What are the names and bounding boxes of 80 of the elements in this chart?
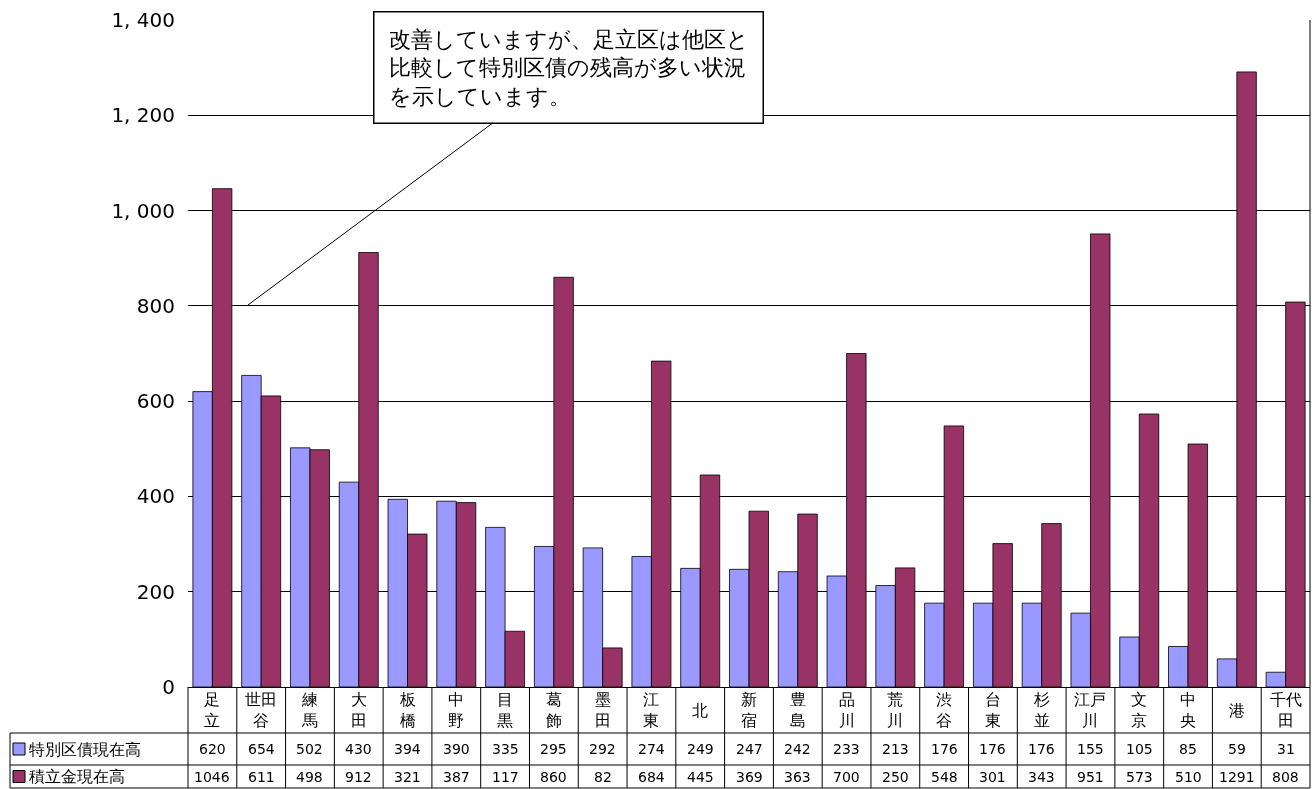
y-tick-label: 200 (136, 579, 175, 604)
data-label: 335 (492, 741, 519, 757)
y-tick-label: 1, 000 (111, 198, 175, 223)
data-label: 274 (638, 741, 665, 757)
data-label: 82 (594, 769, 612, 785)
x-tick-label: 品川 (839, 690, 855, 730)
data-label: 808 (1272, 769, 1299, 785)
data-label: 31 (1277, 741, 1295, 757)
x-tick-label: 世田谷 (245, 690, 277, 730)
data-label: 445 (687, 769, 714, 785)
data-label: 363 (784, 769, 811, 785)
data-label: 295 (540, 741, 567, 757)
x-tick-label: 江戸川 (1074, 690, 1106, 730)
data-label: 498 (296, 769, 323, 785)
data-label: 654 (248, 741, 275, 757)
data-label: 700 (833, 769, 860, 785)
x-tick-label: 千代田 (1270, 690, 1302, 730)
x-tick-label: 足立 (204, 690, 220, 730)
data-label: 343 (1028, 769, 1055, 785)
data-label: 912 (345, 769, 372, 785)
data-label: 59 (1228, 741, 1246, 757)
data-label: 117 (492, 769, 519, 785)
data-label: 620 (199, 741, 226, 757)
x-tick-label: 目黒 (497, 690, 513, 730)
data-label: 860 (540, 769, 567, 785)
data-label: 233 (833, 741, 860, 757)
x-tick-label: 港 (1229, 701, 1245, 720)
data-label: 247 (736, 741, 763, 757)
data-label: 213 (882, 741, 909, 757)
data-label: 85 (1179, 741, 1197, 757)
data-label: 292 (589, 741, 616, 757)
data-label: 155 (1077, 741, 1104, 757)
y-tick-label: 1, 400 (111, 8, 175, 32)
x-tick-label: 葛飾 (546, 690, 562, 730)
x-tick-label: 杉並 (1033, 690, 1050, 730)
x-tick-label: 中央 (1180, 690, 1196, 730)
data-label: 301 (979, 769, 1006, 785)
data-label: 510 (1175, 769, 1202, 785)
legend-label: 積立金現在高 (29, 767, 125, 786)
data-label: 176 (931, 741, 958, 757)
x-tick-label: 練馬 (301, 690, 318, 730)
data-label: 390 (443, 741, 470, 757)
data-label: 684 (638, 769, 665, 785)
x-tick-label: 渋谷 (936, 690, 952, 730)
y-tick-label: 600 (136, 389, 175, 414)
data-label: 502 (296, 741, 323, 757)
data-label: 387 (443, 769, 470, 785)
data-label: 430 (345, 741, 372, 757)
data-label: 176 (1028, 741, 1055, 757)
x-tick-label: 墨田 (595, 690, 611, 730)
data-label: 242 (784, 741, 811, 757)
data-label: 951 (1077, 769, 1104, 785)
x-tick-label: 荒川 (887, 690, 903, 730)
data-label: 249 (687, 741, 714, 757)
data-label: 611 (248, 769, 275, 785)
x-tick-label: 北 (692, 701, 708, 720)
annotation: 改善していますが、足立区は他区と比較して特別区債の残高が多い状況を示しています。 (388, 26, 749, 109)
legend-label: 特別区債現在高 (29, 740, 141, 759)
data-label: 394 (394, 741, 421, 757)
y-tick-label: 1, 200 (111, 103, 175, 128)
x-tick-label: 江東 (643, 690, 659, 730)
x-tick-label: 板橋 (399, 690, 416, 730)
data-label: 548 (931, 769, 958, 785)
x-tick-label: 文京 (1131, 690, 1147, 730)
y-tick-label: 0 (162, 675, 175, 699)
data-label: 105 (1126, 741, 1153, 757)
x-tick-label: 中野 (448, 690, 464, 730)
data-label: 573 (1126, 769, 1153, 785)
x-tick-label: 台東 (985, 690, 1001, 730)
data-label: 1046 (194, 769, 230, 785)
x-tick-label: 新宿 (741, 690, 757, 730)
data-label: 1291 (1219, 769, 1255, 785)
data-label: 321 (394, 769, 421, 785)
data-label: 250 (882, 769, 909, 785)
y-tick-label: 800 (136, 293, 175, 318)
data-label: 369 (736, 769, 763, 785)
x-tick-label: 大田 (351, 690, 367, 730)
x-tick-label: 豊島 (790, 690, 806, 730)
y-tick-label: 400 (136, 484, 175, 509)
data-label: 176 (979, 741, 1006, 757)
